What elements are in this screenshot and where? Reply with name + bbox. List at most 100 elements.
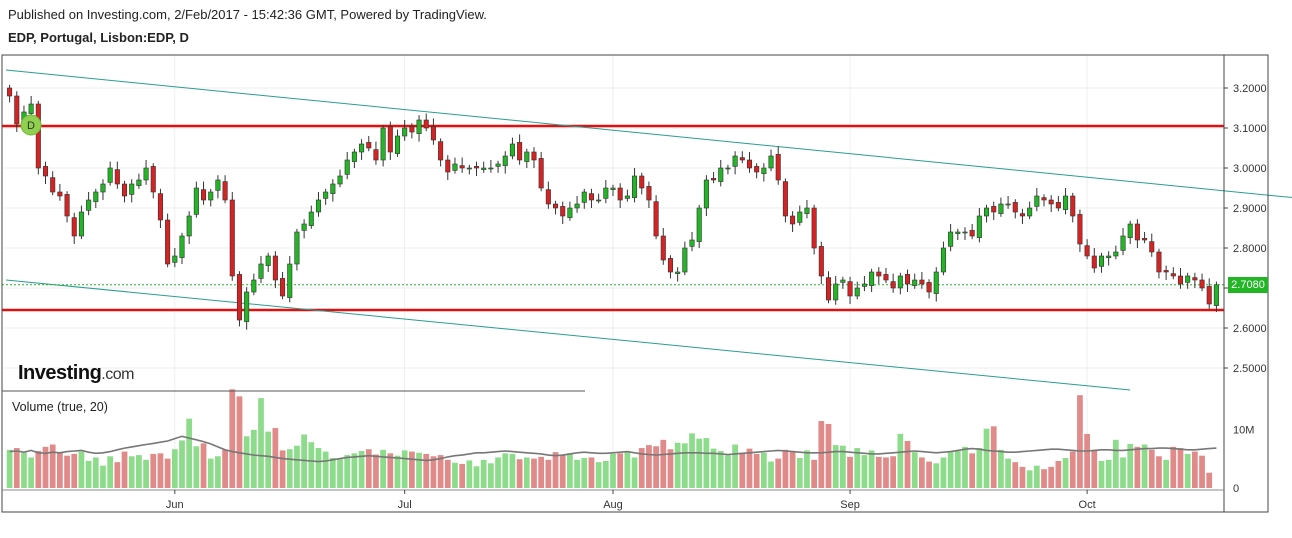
volume-bar <box>825 423 832 488</box>
volume-bar <box>1033 465 1040 488</box>
volume-bar <box>243 436 250 488</box>
volume-bar <box>1206 472 1213 488</box>
volume-ma-series <box>9 435 1217 463</box>
volume-bar <box>1184 453 1191 488</box>
candle-body <box>438 141 444 161</box>
volume-bar <box>1062 458 1069 488</box>
volume-bar <box>57 452 63 488</box>
candle-body <box>689 239 695 247</box>
volume-bar <box>408 451 415 488</box>
volume-bar <box>380 449 387 488</box>
candle-body <box>7 87 13 97</box>
volume-bar <box>574 459 580 488</box>
volume-bar <box>502 453 509 488</box>
candle-body <box>481 167 487 170</box>
candle-body <box>93 191 99 202</box>
volume-bar <box>1199 455 1205 488</box>
candle-body <box>754 166 760 173</box>
candle-body <box>833 283 839 301</box>
candle-body <box>86 199 92 211</box>
candle-body <box>394 135 401 154</box>
volume-bar <box>143 459 149 488</box>
volume-bar <box>488 463 494 488</box>
candle-body <box>675 271 681 274</box>
volume-bar <box>1148 449 1155 488</box>
candle-body <box>1034 195 1040 207</box>
volume-bar <box>998 449 1004 488</box>
candle-body <box>236 274 242 321</box>
candle-body <box>617 187 623 201</box>
candle-body <box>574 203 580 209</box>
volume-bar <box>559 455 566 488</box>
candle-body <box>1127 223 1133 238</box>
volume-bar <box>329 458 336 488</box>
candle-body <box>646 186 652 201</box>
candle-body <box>790 215 796 225</box>
candle-body <box>1063 195 1069 210</box>
volume-bar <box>868 450 875 488</box>
candle-body <box>825 277 832 301</box>
volume-bar <box>250 429 257 488</box>
candle-body <box>344 159 350 175</box>
candle-body <box>1012 202 1018 213</box>
candle-body <box>251 279 257 293</box>
candle-body <box>653 201 659 237</box>
volume-bar <box>940 457 947 488</box>
volume-bar <box>516 459 523 488</box>
candle-body <box>423 119 429 129</box>
volume-bar <box>315 448 322 488</box>
volume-bar <box>258 398 264 488</box>
volume-bar <box>387 453 394 488</box>
candle-body <box>998 203 1004 214</box>
price-tick-label: 2.6000 <box>1233 323 1267 335</box>
candle-body <box>991 206 997 213</box>
candle-body <box>1120 235 1126 251</box>
volume-bar <box>351 453 358 488</box>
candle-body <box>624 195 630 199</box>
volume-bar <box>85 460 92 488</box>
volume-bar <box>581 458 588 488</box>
candle-body <box>430 126 436 141</box>
volume-bar <box>286 449 293 488</box>
candle-body <box>948 231 954 247</box>
candle-body <box>229 199 235 277</box>
volume-bar <box>164 458 171 488</box>
candle-body <box>445 159 451 173</box>
candle-body <box>150 166 156 193</box>
candle-body <box>502 155 508 166</box>
volume-bar <box>552 452 559 488</box>
volume-bar <box>1091 449 1098 488</box>
candle-body <box>976 215 982 238</box>
volume-bar <box>732 444 738 488</box>
price-tick-label: 3.2000 <box>1233 83 1267 95</box>
candle-body <box>466 167 472 170</box>
time-tick-label: Aug <box>603 499 623 511</box>
candle-body <box>459 165 465 169</box>
volume-bar <box>1019 466 1026 488</box>
candle-body <box>1213 284 1219 306</box>
candle-body <box>538 158 544 189</box>
candle-body <box>1019 213 1025 217</box>
candle-body <box>1185 275 1191 283</box>
dividend-marker[interactable]: D <box>20 114 42 136</box>
volume-bar <box>789 451 796 488</box>
volume-bar <box>689 433 695 488</box>
volume-bar <box>114 462 121 488</box>
volume-bar <box>1141 444 1148 488</box>
volume-bar <box>215 456 221 488</box>
candle-body <box>387 126 393 153</box>
candle-body <box>14 95 20 125</box>
volume-bar <box>294 445 300 488</box>
volume-bar <box>1069 451 1076 488</box>
candle-body <box>1041 197 1047 201</box>
volume-bar <box>1055 460 1062 488</box>
candle-body <box>610 187 616 190</box>
candle-body <box>696 207 702 242</box>
volume-bar <box>71 453 78 488</box>
candle-body <box>725 167 731 170</box>
candle-body <box>904 274 911 285</box>
volume-indicator-label[interactable]: Volume (true, 20) <box>12 400 108 414</box>
candle-body <box>294 231 300 265</box>
volume-bar <box>100 465 106 488</box>
volume-bar <box>1191 451 1198 488</box>
